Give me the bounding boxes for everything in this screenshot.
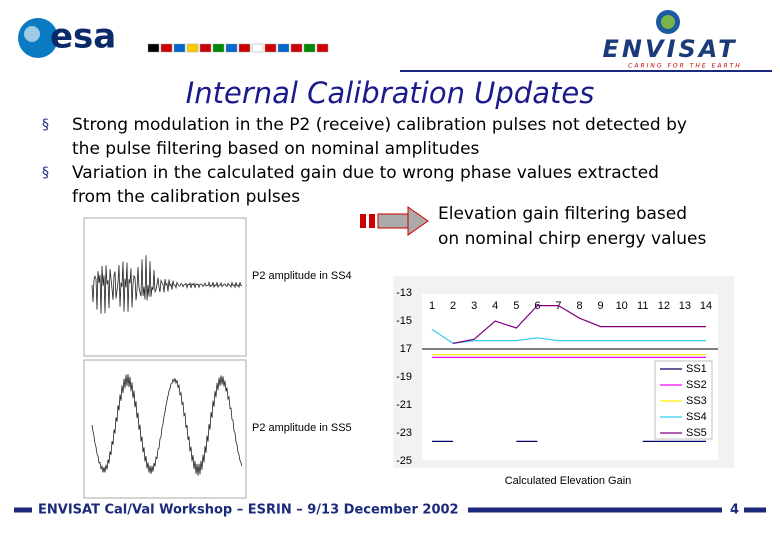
plot-label: P2 amplitude in SS4 [252, 270, 352, 282]
flag [147, 43, 160, 53]
x-tick-label: 5 [513, 300, 519, 312]
bullet-marker: § [42, 117, 49, 133]
esa-logo: esa [18, 17, 329, 58]
arrow [360, 206, 429, 236]
logo-text: esa [50, 17, 116, 57]
flag [238, 43, 251, 53]
chart-caption: Calculated Elevation Gain [505, 475, 632, 487]
x-tick-label: 9 [598, 300, 604, 312]
y-tick-label: -21 [396, 399, 412, 411]
x-tick-label: 4 [492, 300, 498, 312]
waveform [91, 255, 243, 314]
bullet-text: Variation in the calculated gain due to … [72, 163, 659, 183]
legend-box [654, 360, 713, 440]
x-tick-label: 8 [576, 300, 582, 312]
series-line [431, 328, 706, 345]
y-tick-label: -19 [396, 371, 412, 383]
x-tick-label: 3 [471, 300, 477, 312]
flag [316, 43, 329, 53]
x-tick-label: 13 [679, 300, 691, 312]
x-tick-label: 2 [450, 300, 456, 312]
tagline: CARING FOR THE EARTH [628, 63, 742, 70]
page-number: 4 [730, 503, 739, 518]
waveform [91, 374, 243, 476]
x-tick-label: 1 [429, 300, 435, 312]
x-tick-label: 14 [700, 300, 712, 312]
y-tick-label: -23 [396, 427, 412, 439]
flag [173, 43, 186, 53]
legend-label: SS4 [686, 411, 707, 423]
flag [160, 43, 173, 53]
y-tick-label: 17 [400, 343, 412, 355]
amplitude-plot [83, 359, 247, 499]
logo-text: ENVISAT [603, 35, 738, 63]
y-tick-label: -25 [396, 455, 412, 467]
x-tick-label: 10 [616, 300, 628, 312]
flag [264, 43, 277, 53]
series-line [452, 305, 706, 344]
x-tick-label: 12 [658, 300, 670, 312]
envisat-logo: ENVISAT CARING FOR THE EARTH [603, 10, 742, 70]
legend-label: SS1 [686, 363, 707, 375]
plot-label: P2 amplitude in SS5 [252, 422, 352, 434]
flag [199, 43, 212, 53]
y-tick-label: -15 [396, 315, 412, 327]
bullet-text: the pulse filtering based on nominal amp… [72, 139, 480, 159]
arrow-text: on nominal chirp energy values [438, 229, 706, 249]
bullet-text: from the calibration pulses [72, 187, 300, 207]
flag [277, 43, 290, 53]
legend-label: SS2 [686, 379, 707, 391]
flag [186, 43, 199, 53]
bullet-text: Strong modulation in the P2 (receive) ca… [72, 115, 687, 135]
flag [290, 43, 303, 53]
arrow-text: Elevation gain filtering based [438, 204, 687, 224]
flag [212, 43, 225, 53]
footer-text: ENVISAT Cal/Val Workshop – ESRIN – 9/13 … [38, 503, 459, 518]
bullet-marker: § [42, 165, 49, 181]
slide-title: Internal Calibration Updates [186, 76, 595, 110]
flag [225, 43, 238, 53]
flag [251, 43, 264, 53]
y-tick-label: -13 [396, 287, 412, 299]
x-tick-label: 11 [637, 300, 648, 312]
legend-label: SS3 [686, 395, 707, 407]
legend-label: SS5 [686, 427, 707, 439]
amplitude-plot [83, 217, 247, 357]
flag [303, 43, 316, 53]
